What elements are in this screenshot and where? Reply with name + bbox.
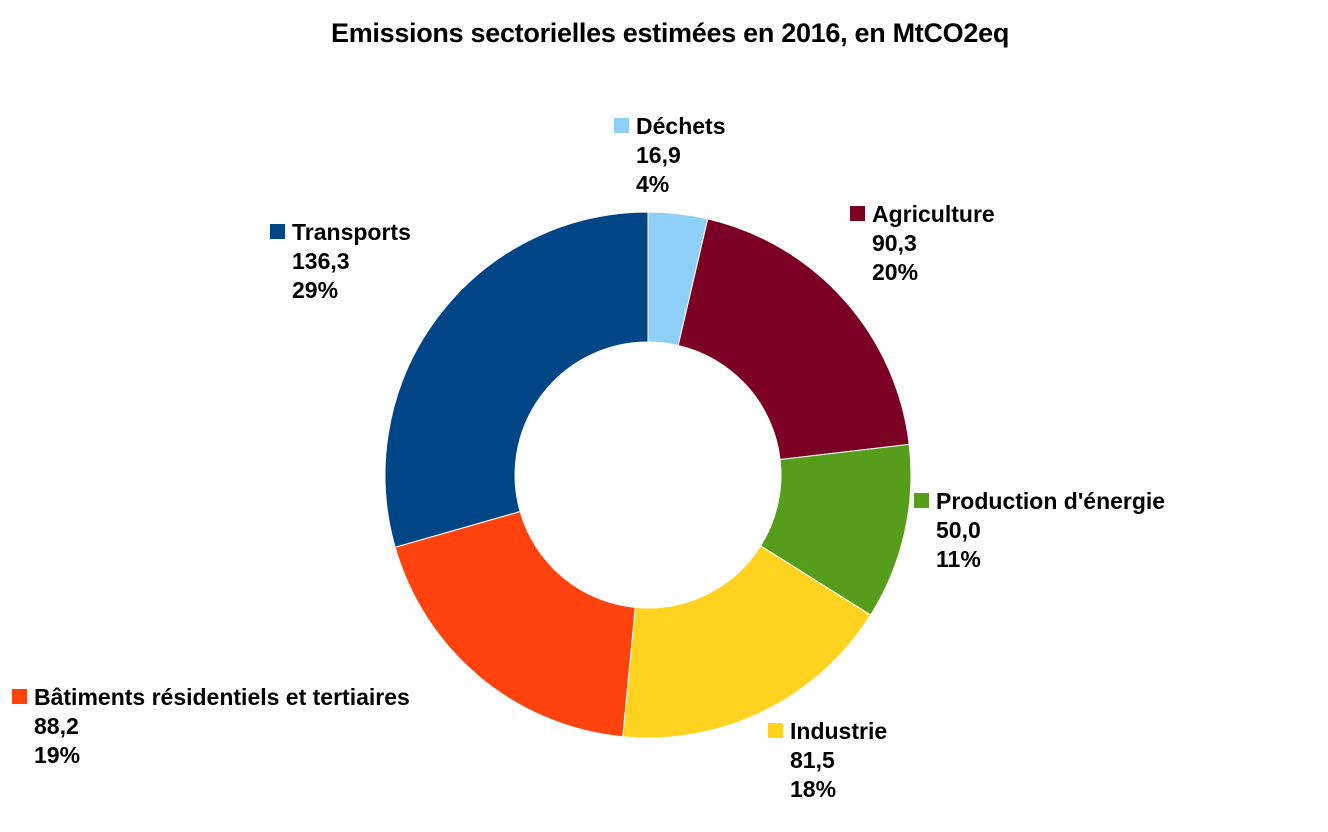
label-dechets: Déchets 16,9 4%: [614, 112, 725, 199]
label-agriculture-percent: 20%: [872, 259, 919, 285]
label-industrie-name: Industrie: [790, 718, 888, 744]
swatch-batiments: [12, 689, 27, 704]
label-industrie: Industrie 81,5 18%: [768, 717, 887, 804]
label-transports-value: 136,3: [292, 248, 350, 274]
slice-batiments: [394, 510, 636, 738]
label-production-energie-value: 50,0: [936, 517, 981, 543]
label-transports-name: Transports: [292, 219, 411, 245]
label-transports: Transports 136,3 29%: [270, 218, 411, 305]
chart-title: Emissions sectorielles estimées en 2016,…: [330, 18, 1010, 48]
label-agriculture: Agriculture 90,3 20%: [850, 200, 995, 287]
label-transports-percent: 29%: [292, 277, 339, 303]
swatch-production-energie: [914, 493, 929, 508]
slice-industrie: [622, 545, 872, 739]
swatch-agriculture: [850, 206, 865, 221]
slice-transports: [384, 211, 649, 548]
label-agriculture-name: Agriculture: [872, 201, 995, 227]
label-production-energie-name: Production d'énergie: [936, 488, 1166, 514]
label-production-energie-percent: 11%: [936, 546, 981, 572]
label-dechets-value: 16,9: [636, 142, 681, 168]
label-dechets-name: Déchets: [636, 113, 726, 139]
swatch-dechets: [614, 118, 629, 133]
swatch-industrie: [768, 723, 783, 738]
slice-agriculture: [677, 218, 910, 461]
swatch-transports: [270, 224, 285, 239]
label-industrie-value: 81,5: [790, 747, 835, 773]
label-production-energie: Production d'énergie 50,0 11%: [914, 487, 1165, 574]
label-batiments-value: 88,2: [34, 713, 79, 739]
label-agriculture-value: 90,3: [872, 230, 917, 256]
label-batiments-name: Bâtiments résidentiels et tertiaires: [34, 684, 410, 710]
label-batiments-percent: 19%: [34, 742, 81, 768]
label-dechets-percent: 4%: [636, 171, 670, 197]
label-industrie-percent: 18%: [790, 776, 837, 802]
label-batiments: Bâtiments résidentiels et tertiaires 88,…: [12, 683, 410, 770]
